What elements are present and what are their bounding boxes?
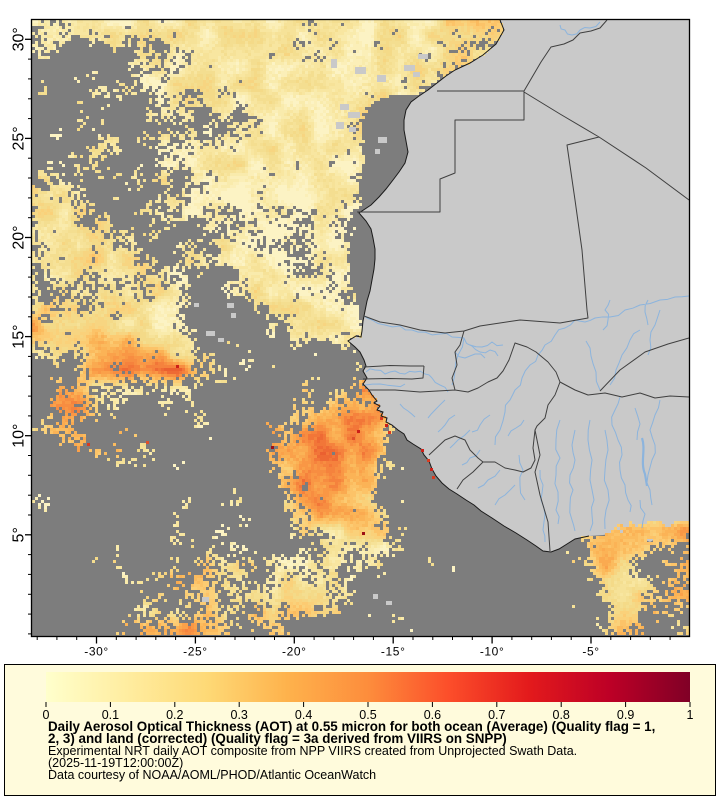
svg-text:2, 3) and land (corrected) (Qu: 2, 3) and land (corrected) (Quality flag…: [48, 731, 507, 746]
svg-text:Data courtesy of NOAA/AOML/PHO: Data courtesy of NOAA/AOML/PHOD/Atlantic…: [48, 768, 376, 782]
svg-text:-25°: -25°: [183, 645, 208, 659]
svg-text:-30°: -30°: [84, 645, 109, 659]
svg-text:Experimental NRT daily AOT com: Experimental NRT daily AOT composite fro…: [48, 744, 577, 758]
svg-text:30°: 30°: [11, 27, 28, 51]
svg-text:15°: 15°: [11, 324, 28, 348]
svg-text:0.7: 0.7: [488, 708, 505, 722]
svg-text:10°: 10°: [11, 424, 28, 448]
svg-text:-15°: -15°: [381, 645, 406, 659]
svg-text:0: 0: [43, 708, 50, 722]
svg-text:0.9: 0.9: [617, 708, 634, 722]
svg-text:Daily Aerosol Optical Thicknes: Daily Aerosol Optical Thickness (AOT) at…: [48, 719, 655, 734]
svg-text:0.1: 0.1: [102, 708, 119, 722]
svg-text:-5°: -5°: [582, 645, 599, 659]
svg-text:0.5: 0.5: [359, 708, 376, 722]
svg-text:1: 1: [687, 708, 694, 722]
svg-text:0.4: 0.4: [295, 708, 312, 722]
svg-text:0.2: 0.2: [166, 708, 183, 722]
svg-text:0.3: 0.3: [231, 708, 248, 722]
svg-text:20°: 20°: [11, 225, 28, 249]
svg-text:25°: 25°: [11, 126, 28, 150]
svg-text:-10°: -10°: [480, 645, 505, 659]
svg-text:0.8: 0.8: [553, 708, 570, 722]
svg-text:5°: 5°: [11, 527, 28, 542]
svg-text:0.6: 0.6: [424, 708, 441, 722]
svg-text:(2025-11-19T12:00:00Z): (2025-11-19T12:00:00Z): [48, 756, 183, 770]
svg-text:-20°: -20°: [282, 645, 307, 659]
